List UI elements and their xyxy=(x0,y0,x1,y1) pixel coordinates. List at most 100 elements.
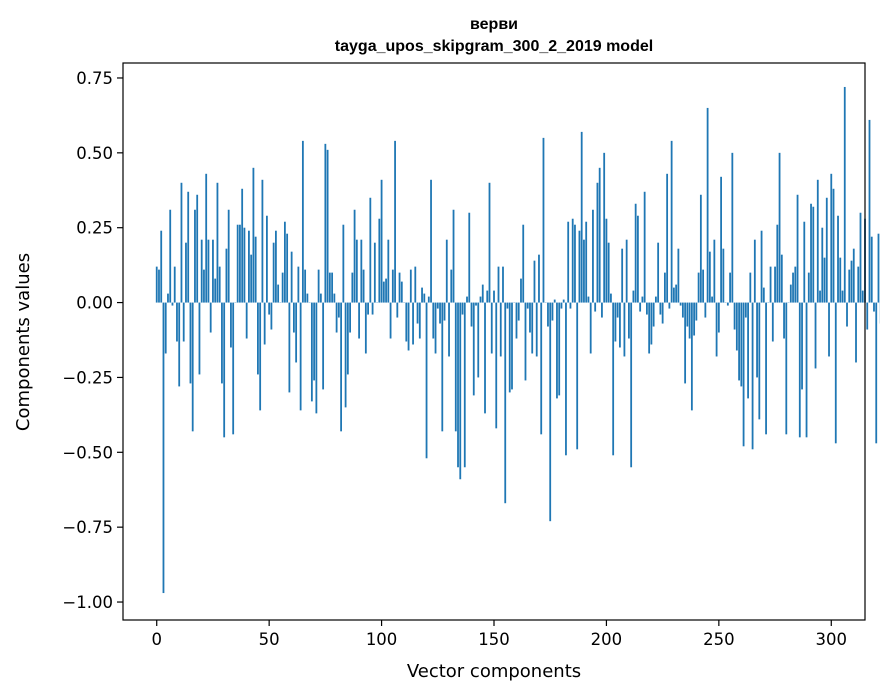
bar-246 xyxy=(708,251,711,303)
bar-49 xyxy=(266,215,268,303)
bar-179 xyxy=(558,302,561,396)
bar-220 xyxy=(650,302,653,345)
bar-182 xyxy=(565,302,567,456)
bar-259 xyxy=(738,302,740,381)
bar-156 xyxy=(506,302,509,309)
bar-204 xyxy=(614,302,617,342)
bar-27 xyxy=(216,182,219,303)
bar-300 xyxy=(830,173,833,303)
bar-296 xyxy=(821,227,824,303)
bar-57 xyxy=(283,221,286,303)
bar-290 xyxy=(807,272,810,303)
x-tick-label-100: 100 xyxy=(366,630,398,649)
bar-28 xyxy=(218,266,221,303)
bar-161 xyxy=(517,302,520,321)
bar-234 xyxy=(681,302,684,318)
bar-89 xyxy=(355,239,358,303)
bar-239 xyxy=(693,302,696,336)
bar-103 xyxy=(387,239,390,303)
bar-265 xyxy=(751,302,754,450)
bar-112 xyxy=(407,302,410,351)
bar-267 xyxy=(756,302,758,378)
bar-127 xyxy=(441,302,444,432)
bar-101 xyxy=(382,281,385,303)
bar-245 xyxy=(706,107,709,303)
bar-311 xyxy=(855,302,857,363)
bar-243 xyxy=(702,269,705,303)
bar-169 xyxy=(535,302,538,357)
bar-218 xyxy=(646,302,648,315)
bar-60 xyxy=(290,251,293,303)
bar-186 xyxy=(574,224,576,303)
bar-291 xyxy=(810,203,812,303)
bar-221 xyxy=(652,302,655,327)
bar-85 xyxy=(346,302,349,375)
bar-318 xyxy=(870,236,873,303)
bar-202 xyxy=(610,293,612,303)
bar-34 xyxy=(232,302,235,435)
bar-154 xyxy=(502,266,504,303)
bar-180 xyxy=(560,302,563,309)
bar-262 xyxy=(744,302,747,318)
bar-132 xyxy=(452,209,455,303)
bar-96 xyxy=(371,302,374,315)
y-tick-label-6: 0.50 xyxy=(76,144,113,163)
y-tick-label-3: −0.25 xyxy=(62,368,113,387)
bar-106 xyxy=(394,140,396,303)
bar-148 xyxy=(488,182,491,303)
bar-313 xyxy=(859,212,862,303)
bar-181 xyxy=(562,299,565,303)
bar-92 xyxy=(362,269,365,303)
bar-69 xyxy=(310,302,313,402)
bar-189 xyxy=(580,131,583,303)
bar-198 xyxy=(601,302,603,318)
bar-190 xyxy=(583,239,585,303)
bar-188 xyxy=(578,230,581,303)
bar-193 xyxy=(589,302,592,354)
bar-105 xyxy=(391,269,394,303)
bar-282 xyxy=(789,284,792,303)
bar-258 xyxy=(735,302,738,351)
bar-178 xyxy=(556,302,558,399)
bar-299 xyxy=(828,302,830,357)
bar-219 xyxy=(648,302,651,354)
bar-41 xyxy=(248,230,250,303)
bar-314 xyxy=(861,290,864,303)
bar-45 xyxy=(257,302,259,375)
bar-47 xyxy=(261,179,264,303)
bar-9 xyxy=(176,302,178,342)
bar-75 xyxy=(324,143,327,303)
bar-207 xyxy=(621,248,624,303)
bar-79 xyxy=(333,293,336,303)
bar-203 xyxy=(612,302,615,456)
bar-66 xyxy=(304,269,307,303)
bar-133 xyxy=(454,302,457,432)
bar-43 xyxy=(252,167,255,303)
bar-120 xyxy=(425,302,428,459)
bar-20 xyxy=(200,239,203,303)
bar-151 xyxy=(495,302,498,429)
bar-177 xyxy=(553,299,556,303)
bar-215 xyxy=(639,302,642,312)
bar-225 xyxy=(661,302,664,324)
bar-88 xyxy=(353,209,356,303)
bar-52 xyxy=(272,242,275,303)
bar-275 xyxy=(774,266,776,303)
bar-274 xyxy=(771,302,774,342)
bar-153 xyxy=(499,302,502,357)
bar-87 xyxy=(351,272,354,303)
bar-100 xyxy=(380,179,383,303)
bar-99 xyxy=(378,218,381,303)
bar-230 xyxy=(672,287,675,303)
bar-268 xyxy=(758,302,761,420)
bar-199 xyxy=(603,152,606,303)
bar-38 xyxy=(241,188,244,303)
bar-256 xyxy=(731,152,734,303)
bar-7 xyxy=(171,302,174,306)
bar-279 xyxy=(783,302,785,339)
bar-248 xyxy=(713,239,716,303)
x-tick-label-150: 150 xyxy=(478,630,510,649)
bar-280 xyxy=(785,302,788,435)
bar-8 xyxy=(173,266,176,303)
